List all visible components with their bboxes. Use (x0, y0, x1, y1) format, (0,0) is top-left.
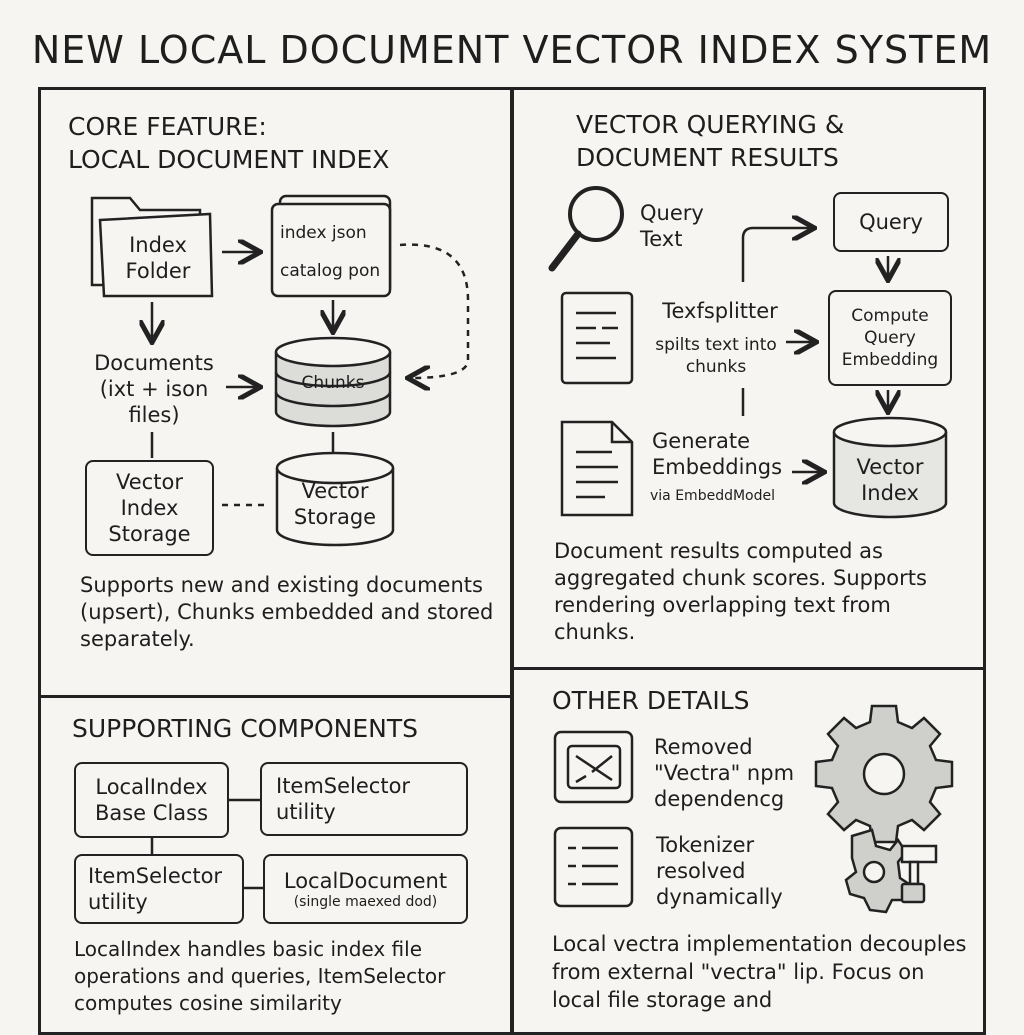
dashed-arrow-json-to-chunks (399, 243, 470, 378)
core-heading: CORE FEATURE: LOCAL DOCUMENT INDEX (68, 110, 389, 176)
vector-index-storage-box: Vector Index Storage (85, 460, 214, 556)
index-json-label: index json (280, 223, 367, 243)
broken-package-icon (553, 730, 634, 804)
catalog-json-label: catalog pon (280, 261, 381, 281)
compute-embedding-box: Compute Query Embedding (828, 290, 952, 386)
query-text-label: Query Text (640, 201, 704, 251)
itemselector-1-name: ItemSelector (276, 774, 411, 798)
localindex-desc: Base Class (94, 801, 209, 825)
chunks-database-icon (274, 336, 392, 428)
splitter-title: Texfsplitter (662, 299, 778, 323)
vector-index-storage-label: Vector Index Storage (108, 470, 191, 546)
query-heading-line1: VECTOR QUERYING & (576, 110, 845, 139)
localdocument-desc: (single maexed dod) (293, 894, 438, 910)
query-note: Document results computed as aggregated … (554, 539, 927, 644)
query-box: Query (833, 192, 949, 252)
itemselector-1-desc: utility (276, 800, 336, 824)
page-title: NEW LOCAL DOCUMENT VECTOR INDEX SYSTEM (31, 28, 993, 72)
itemselector-box-2: ItemSelector utility (74, 854, 244, 924)
localindex-box: LocalIndex Base Class (74, 762, 229, 838)
search-icon (548, 186, 624, 272)
core-heading-line2: LOCAL DOCUMENT INDEX (68, 145, 390, 174)
via-model-label: via EmbeddModel (650, 488, 775, 504)
folder-icon (90, 196, 214, 298)
query-heading-line2: DOCUMENT RESULTS (576, 143, 839, 172)
documents-label: Documents (ixt + ison files) (94, 351, 214, 427)
other-note: Local vectra implementation decouples fr… (552, 932, 967, 1012)
itemselector-2-desc: utility (88, 890, 148, 914)
query-box-label: Query (859, 210, 923, 234)
localdocument-box: LocalDocument (single maexed dod) (263, 854, 468, 924)
index-folder-label: Index Folder (125, 233, 191, 283)
core-heading-line1: CORE FEATURE: (68, 112, 267, 141)
tool-icon (844, 828, 938, 914)
itemselector-box-1: ItemSelector utility (260, 762, 468, 836)
vector-storage-database-icon (275, 451, 395, 547)
itemselector-2-name: ItemSelector (88, 864, 223, 888)
query-heading: VECTOR QUERYING & DOCUMENT RESULTS (576, 108, 844, 174)
localindex-name: LocalIndex (95, 775, 208, 799)
text-document-icon (560, 291, 634, 385)
localdocument-name: LocalDocument (283, 869, 448, 893)
generate-embeddings-label: Generate Embeddings (652, 429, 783, 479)
vector-storage-label: Vector Storage (293, 479, 377, 529)
vector-index-label: Vector Index (856, 455, 924, 505)
json-files-icon (270, 194, 392, 298)
vector-index-database-icon (832, 416, 948, 519)
core-note: Supports new and existing documents (ups… (80, 573, 494, 651)
file-icon (560, 420, 634, 517)
other-heading: OTHER DETAILS (552, 686, 750, 715)
chunks-label: Chunks (301, 373, 365, 393)
supporting-heading: SUPPORTING COMPONENTS (72, 714, 419, 743)
compute-embedding-label: Compute Query Embedding (841, 306, 939, 370)
supporting-note: LocalIndex handles basic index file oper… (74, 937, 446, 1015)
tokenizer-label: Tokenizer resolved dynamically (656, 833, 783, 909)
gear-icon (814, 704, 954, 844)
list-document-icon (553, 826, 634, 908)
removed-dependency-label: Removed "Vectra" npm dependencg (654, 735, 795, 811)
arrow-query-text-to-query (741, 228, 812, 282)
splitter-desc: spilts text into chunks (655, 335, 777, 377)
